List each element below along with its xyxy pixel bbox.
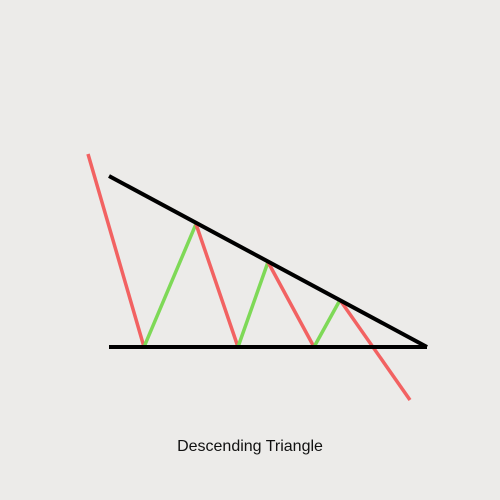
down-leg-2 (266, 261, 316, 348)
price-path (86, 153, 412, 402)
breakdown-down-leg (338, 298, 412, 402)
up-leg-3 (312, 299, 342, 348)
up-leg-1 (142, 223, 198, 348)
up-leg-2 (236, 261, 270, 348)
diagram-caption: Descending Triangle (177, 438, 323, 455)
down-leg-1 (194, 223, 240, 348)
entry-down-leg (86, 153, 146, 348)
descending-resistance-line (108, 174, 428, 349)
